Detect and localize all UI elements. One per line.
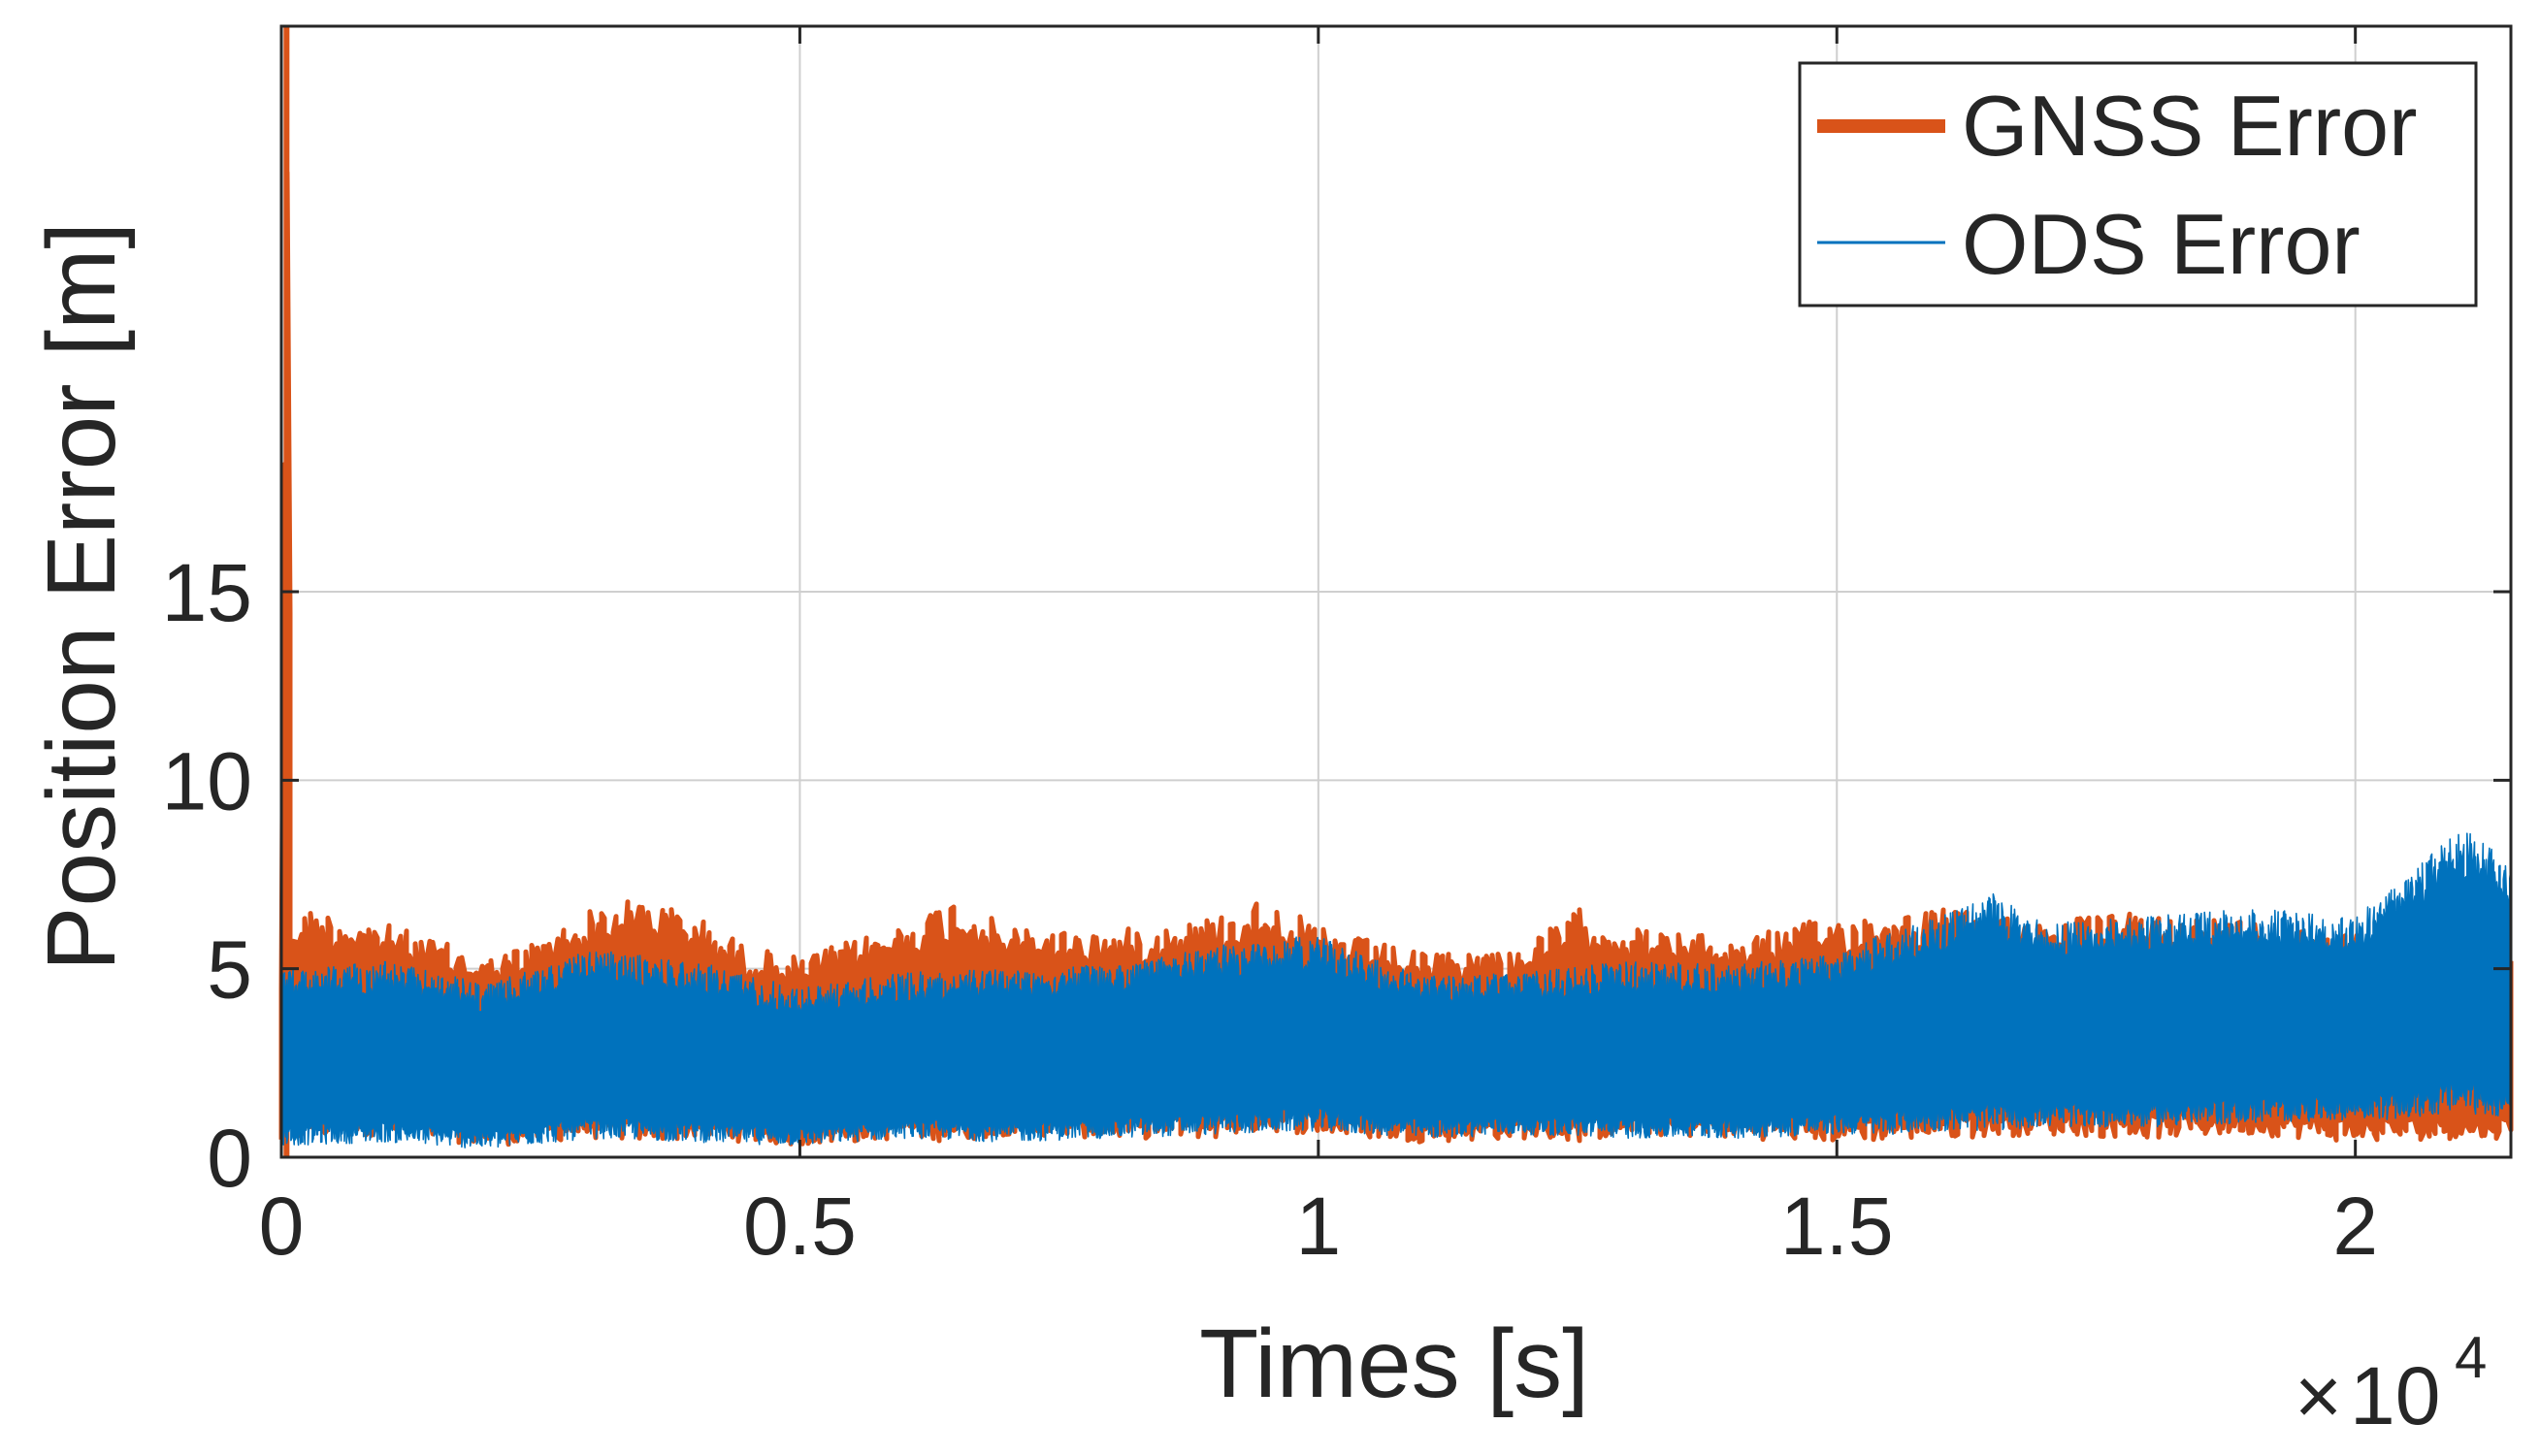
x-multiplier-exponent: 4 (2455, 1325, 2487, 1390)
x-tick-label: 0.5 (743, 1181, 857, 1272)
y-tick-label: 15 (162, 547, 252, 638)
axes (279, 24, 2513, 1159)
x-axis-multiplier: × 10 4 (2295, 1325, 2487, 1441)
x-tick-label: 1 (1295, 1181, 1341, 1272)
ods-error-line (280, 832, 2512, 1149)
x-multiplier-times: × (2295, 1350, 2342, 1441)
legend: GNSS Error ODS Error (1798, 61, 2478, 307)
y-tick-label: 5 (207, 924, 252, 1016)
x-tick-label: 2 (2332, 1181, 2378, 1272)
y-tick-label: 10 (162, 735, 252, 826)
legend-label-gnss: GNSS Error (1962, 78, 2417, 174)
x-axis-label: Times [s] (1199, 1310, 1589, 1418)
x-multiplier-base: 10 (2350, 1350, 2440, 1441)
legend-box (1798, 61, 2478, 307)
y-tick-label: 0 (207, 1113, 252, 1204)
x-tick-label: 1.5 (1780, 1181, 1894, 1272)
series-ods-error (280, 832, 2512, 1149)
y-axis-label: Position Error [m] (27, 222, 136, 971)
tick-labels: 0 0.5 1 1.5 2 0 5 10 15 (162, 547, 2378, 1272)
legend-label-ods: ODS Error (1962, 196, 2361, 292)
x-tick-label: 0 (259, 1181, 305, 1272)
